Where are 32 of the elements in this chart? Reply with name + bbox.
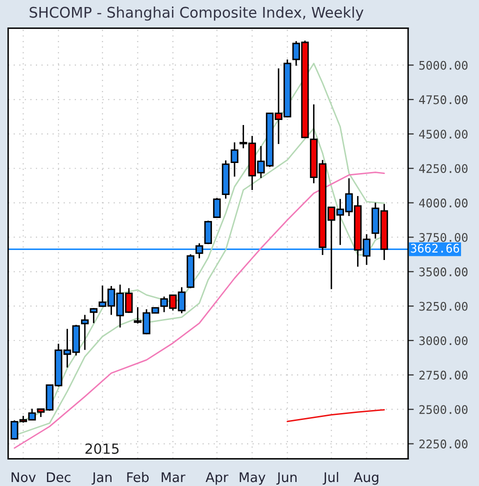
y-tick-label: 5000.00 (419, 60, 468, 70)
x-tick-label: Dec (46, 472, 70, 482)
x-tick-label: Jun (276, 472, 297, 485)
candlestick (81, 314, 89, 351)
x-tick-label: Nov (12, 472, 36, 482)
ref-line-label: 3662.66 (410, 244, 460, 253)
chart-title: SHCOMP - Shanghai Composite Index, Weekly (30, 6, 364, 21)
candlestick (213, 197, 221, 219)
line-series (286, 409, 385, 422)
x-tick-label: Feb (127, 472, 149, 482)
x-tick-label: Mar (162, 472, 186, 482)
candlestick (195, 242, 204, 259)
y-tick-label: 3750.00 (419, 232, 468, 242)
x-tick-label: Aug (354, 472, 378, 485)
y-tick-label: 3250.00 (419, 302, 468, 311)
y-tick-label: 2250.00 (419, 440, 468, 448)
y-tick-label: 2750.00 (419, 370, 468, 380)
candlestick (90, 307, 98, 324)
candlestick (230, 142, 238, 178)
y-tick-label: 4250.00 (419, 164, 468, 174)
x-tick-label: May (240, 472, 266, 485)
y-tick-label: 4500.00 (419, 130, 468, 139)
x-tick-label: Jul (322, 472, 338, 485)
y-tick-label: 3000.00 (419, 336, 468, 346)
x-tick-label: Jan (92, 472, 112, 485)
annotation: 2015 (85, 443, 119, 454)
x-tick-label: Apr (206, 472, 228, 485)
candlestick (204, 220, 212, 245)
y-tick-label: 4000.00 (419, 198, 468, 208)
y-tick-label: 2500.00 (419, 405, 468, 414)
y-tick-label: 3500.00 (419, 267, 468, 276)
y-tick-label: 4750.00 (419, 95, 468, 104)
